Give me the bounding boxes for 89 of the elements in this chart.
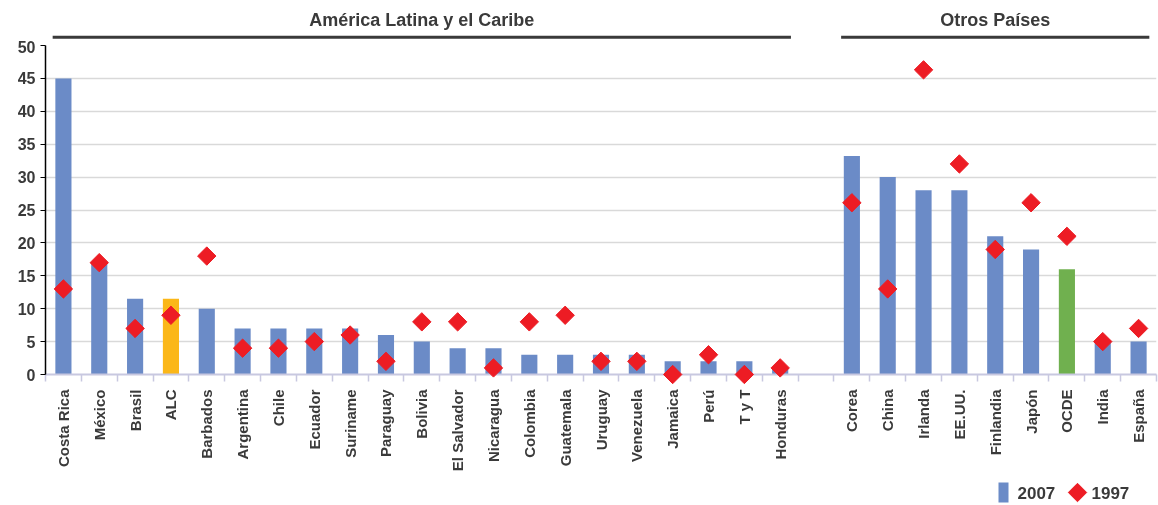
point (483, 358, 504, 378)
bar (449, 348, 466, 375)
x-tick-label: Colombia (520, 388, 538, 458)
bar (91, 262, 108, 375)
y-tick-label: 25 (17, 202, 36, 219)
point (412, 312, 432, 332)
x-tick-label: ALC (162, 389, 180, 421)
x-tick-label: España (1130, 388, 1148, 443)
y-tick-label: 0 (26, 366, 36, 384)
point (232, 338, 253, 358)
bar (1023, 249, 1040, 375)
point (662, 364, 683, 385)
point (949, 154, 970, 174)
bar (521, 354, 538, 375)
x-tick-label: Jamaica (664, 388, 682, 449)
y-tick-label: 30 (17, 169, 36, 187)
point (197, 246, 217, 266)
x-tick-label: T y T (735, 389, 753, 425)
text: América Latina y el Caribe (309, 9, 535, 30)
point (842, 193, 862, 213)
x-tick-label: Barbados (198, 389, 216, 459)
bar (1130, 341, 1147, 375)
y-tick-label: 50 (17, 38, 36, 56)
y-tick-label: 20 (17, 234, 36, 252)
point (376, 351, 396, 372)
x-tick-label: Guatemala (556, 388, 574, 467)
x-tick-label: México (90, 389, 108, 441)
point (340, 325, 360, 345)
x-tick-label: Argentina (234, 388, 252, 460)
x-tick-label: Nicaragua (484, 388, 502, 463)
x-tick-label: Bolivia (413, 388, 431, 439)
y-tick-label: 45 (17, 70, 36, 88)
x-tick-label: Finlandia (986, 388, 1004, 456)
point (734, 364, 755, 385)
text: Otros Países (940, 9, 1051, 30)
bar (1058, 269, 1075, 375)
legend-label: 1997 (1091, 483, 1130, 503)
point (1093, 331, 1113, 352)
y-tick-label: 15 (17, 267, 36, 285)
point (698, 345, 719, 365)
y-tick-label: 5 (26, 333, 36, 351)
point (985, 239, 1005, 260)
y-tick-label: 10 (17, 300, 36, 318)
x-tick-label: Irlanda (915, 388, 933, 439)
x-tick-label: Perú (700, 389, 718, 423)
bar (55, 78, 72, 375)
x-tick-label: Ecuador (305, 389, 323, 450)
x-tick-label: Chile (269, 389, 287, 427)
point (770, 358, 790, 378)
bar (987, 236, 1004, 375)
point (89, 252, 109, 273)
x-tick-label: Costa Rica (54, 388, 72, 468)
y-tick-label: 35 (17, 136, 36, 154)
point (519, 312, 540, 332)
point (878, 279, 898, 299)
bar (557, 354, 574, 375)
x-tick-label: Corea (843, 388, 861, 433)
point (1057, 226, 1077, 247)
bar (843, 156, 860, 375)
x-tick-label: Suriname (341, 389, 359, 458)
bar (915, 190, 932, 375)
x-tick-label: OCDE (1058, 389, 1076, 433)
x-tick-label: Honduras (771, 389, 789, 460)
legend-label: 2007 (1017, 483, 1056, 503)
bar (413, 341, 430, 375)
x-tick-label: Brasil (126, 389, 144, 432)
point (913, 60, 934, 80)
point (125, 318, 145, 339)
point (53, 279, 74, 299)
point (555, 305, 575, 325)
point (447, 312, 468, 332)
x-tick-label: Paraguay (377, 388, 395, 458)
x-tick-label: Venezuela (628, 388, 646, 463)
x-tick-label: Uruguay (592, 388, 610, 451)
x-tick-label: India (1094, 388, 1112, 425)
x-tick-label: El Salvador (449, 389, 467, 472)
point (1021, 193, 1041, 213)
point (1128, 318, 1149, 339)
x-tick-label: China (879, 388, 897, 432)
bar (879, 177, 896, 375)
y-tick-label: 40 (17, 103, 36, 121)
x-tick-label: EE.UU. (950, 389, 968, 440)
point (161, 305, 181, 325)
point (268, 338, 289, 358)
x-tick-label: Japón (1022, 389, 1040, 434)
bar (700, 361, 717, 375)
bar (198, 308, 215, 375)
bar (951, 190, 968, 375)
point (304, 331, 324, 352)
